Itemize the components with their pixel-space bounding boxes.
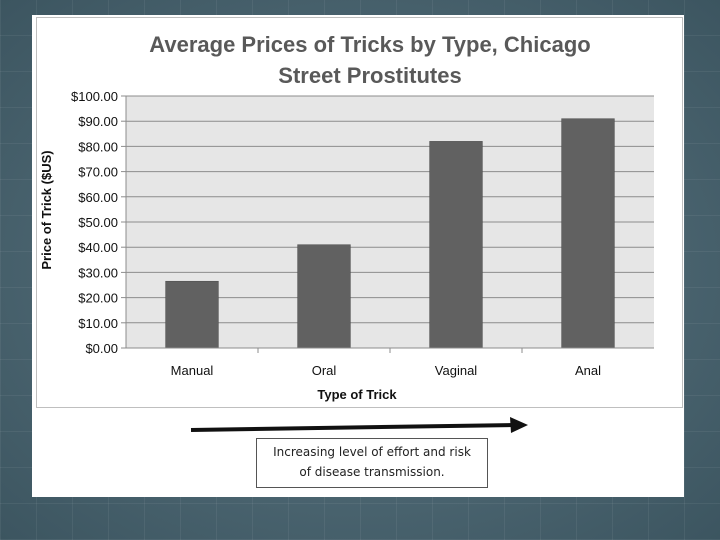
x-tick-label: Oral (312, 363, 337, 378)
y-tick-label: $10.00 (78, 316, 118, 331)
bar-anal (561, 118, 615, 349)
y-tick-label: $70.00 (78, 165, 118, 180)
y-tick-label: $50.00 (78, 215, 118, 230)
y-tick-label: $60.00 (78, 190, 118, 205)
y-tick-label: $30.00 (78, 265, 118, 280)
x-tick-label: Anal (575, 363, 601, 378)
right-arrow (190, 417, 528, 433)
bar-vaginal (429, 141, 483, 349)
bar-manual (165, 280, 219, 349)
chart-title-line2: Street Prostitutes (278, 63, 461, 88)
chart-title-line1: Average Prices of Tricks by Type, Chicag… (149, 32, 590, 57)
y-tick-label: $0.00 (85, 341, 118, 356)
bar-chart: Average Prices of Tricks by Type, Chicag… (39, 32, 654, 402)
y-tick-label: $40.00 (78, 240, 118, 255)
y-tick-label: $80.00 (78, 139, 118, 154)
chart-frame: Average Prices of Tricks by Type, Chicag… (36, 17, 683, 408)
y-axis-label: Price of Trick ($US) (39, 150, 54, 269)
y-tick-label: $20.00 (78, 291, 118, 306)
x-axis-label: Type of Trick (317, 387, 397, 402)
y-tick-label: $90.00 (78, 114, 118, 129)
slide: Average Prices of Tricks by Type, Chicag… (32, 15, 684, 497)
note-box: Increasing level of effort and risk of d… (256, 438, 488, 488)
note-line-1: Increasing level of effort and risk (273, 445, 471, 459)
x-tick-labels: Manual Oral Vaginal Anal (171, 363, 601, 378)
bars (165, 118, 615, 349)
x-tick-label: Vaginal (435, 363, 478, 378)
x-tick-label: Manual (171, 363, 214, 378)
y-tick-label: $100.00 (71, 89, 118, 104)
note-line-2: of disease transmission. (299, 465, 445, 479)
bar-oral (297, 244, 351, 349)
y-tick-labels: $0.00 $10.00 $20.00 $30.00 $40.00 $50.00 $60.0… (71, 89, 118, 356)
